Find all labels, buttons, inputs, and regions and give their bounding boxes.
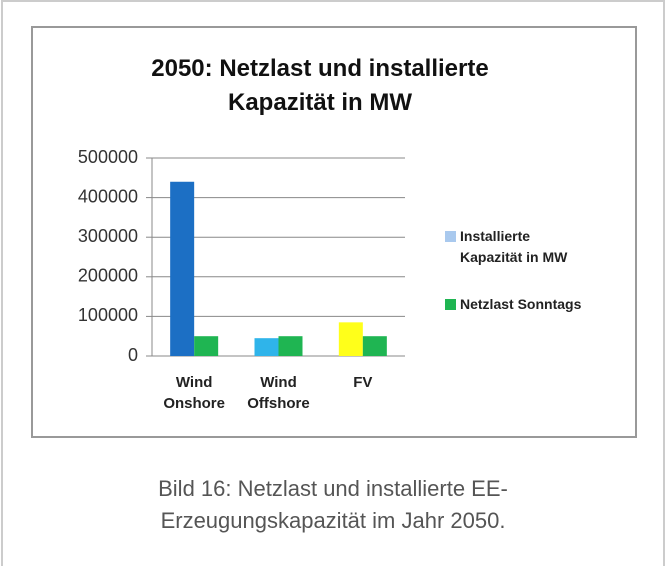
legend-label: Netzlast Sonntags (460, 296, 582, 312)
legend-swatch (445, 299, 456, 310)
y-tick-label: 0 (128, 345, 138, 365)
x-tick-label: Wind Offshore (247, 374, 310, 412)
bar (278, 336, 303, 356)
bar (362, 336, 387, 356)
chart-box (31, 26, 637, 438)
bar (338, 322, 363, 356)
bar (254, 338, 279, 356)
y-tick-label: 200000 (78, 266, 138, 286)
y-tick-label: 300000 (78, 226, 138, 246)
y-tick-label: 500000 (78, 147, 138, 167)
legend-label: Installierte Kapazität in MW (460, 228, 568, 265)
caption: Erzeugungskapazität im Jahr 2050. (160, 508, 506, 533)
bar (170, 181, 195, 356)
y-tick-label: 100000 (78, 305, 138, 325)
legend-swatch (445, 231, 456, 242)
x-tick-label: FV (353, 374, 373, 391)
x-tick-label: Wind Onshore (163, 374, 225, 412)
bar (194, 336, 219, 356)
chart-title: 2050: Netzlast und installierte Kapazitä… (151, 55, 489, 116)
caption: Bild 16: Netzlast und installierte EE- (158, 476, 508, 501)
y-tick-label: 400000 (78, 186, 138, 206)
